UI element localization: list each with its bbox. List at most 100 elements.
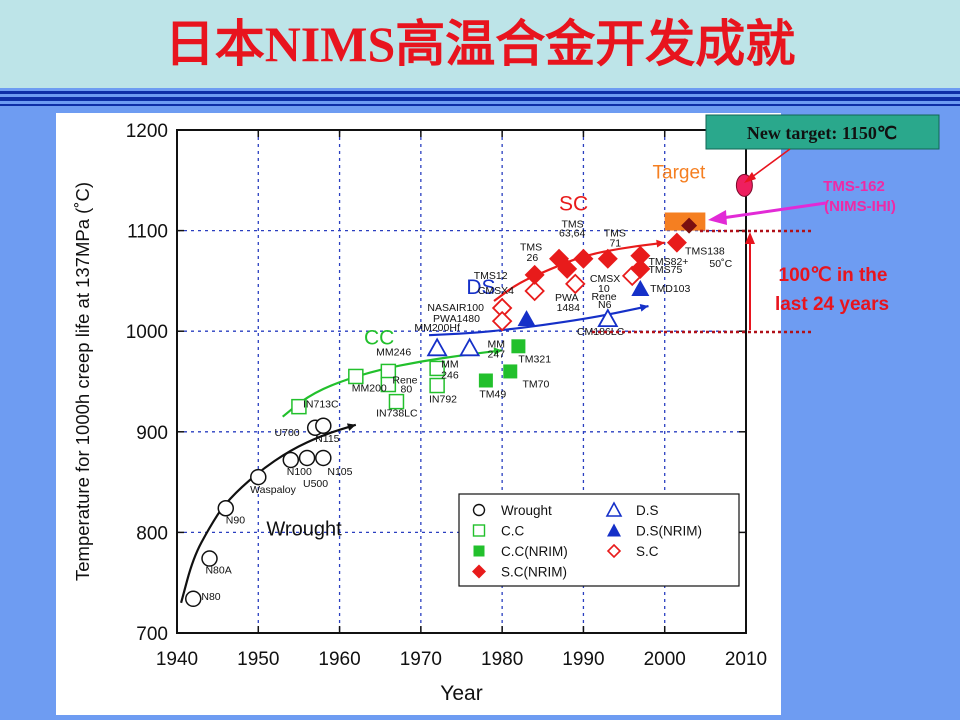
point-c-c bbox=[380, 376, 397, 393]
alloy-label: MM bbox=[441, 358, 459, 370]
x-tick-label: 2010 bbox=[725, 649, 767, 670]
legend-marker-c-c-nrim bbox=[473, 545, 485, 557]
alloy-label: MM200Hf bbox=[414, 322, 460, 334]
legend-label-s-c: S.C bbox=[636, 544, 659, 559]
alloy-label: Waspaloy bbox=[250, 484, 296, 496]
y-tick-label: 800 bbox=[136, 523, 168, 544]
x-tick-label: 1940 bbox=[156, 649, 198, 670]
point-wrought bbox=[315, 449, 332, 467]
point-new-target bbox=[735, 173, 753, 197]
legend-marker-s-c bbox=[606, 543, 622, 559]
chart-panel: 1940 1950 1960 1970 1980 1990 2000 2010 700 800 90… bbox=[56, 113, 781, 715]
alloy-label: 10 bbox=[598, 283, 610, 295]
x-tick-label: 1970 bbox=[400, 649, 442, 670]
trend-arrowhead-cc bbox=[493, 347, 503, 356]
point-d-s-nrim bbox=[517, 310, 536, 327]
alloy-label: N100 bbox=[287, 466, 312, 478]
target-label: Target bbox=[653, 162, 707, 183]
point-c-c bbox=[429, 377, 445, 394]
point-c-c bbox=[429, 360, 445, 377]
trend-arrowhead-ds bbox=[639, 303, 649, 312]
trend-arrowhead-sc bbox=[656, 239, 665, 248]
alloy-label: N6 bbox=[598, 299, 612, 311]
legend-box bbox=[458, 493, 740, 587]
legend-label-d-s-nrim: D.S(NRIM) bbox=[636, 524, 702, 539]
y-tick-label: 900 bbox=[136, 423, 168, 444]
alloy-label: 71 bbox=[609, 238, 621, 250]
point-wrought bbox=[217, 500, 235, 517]
title-rule-mid bbox=[0, 97, 960, 101]
alloy-label: PWA1480 bbox=[433, 313, 480, 325]
point-c-c bbox=[388, 393, 405, 410]
x-tick-label: 1980 bbox=[481, 649, 523, 670]
point-s-c-nrim bbox=[573, 248, 594, 269]
y-tick-label: 700 bbox=[136, 624, 168, 645]
point-c-c-nrim bbox=[478, 373, 493, 388]
creep-chart: 1940 1950 1960 1970 1980 1990 2000 2010 700 800 90… bbox=[72, 121, 767, 705]
point-s-c bbox=[565, 273, 586, 295]
point-s-c-nrim bbox=[666, 232, 687, 253]
alloy-label: 1484 bbox=[557, 302, 581, 314]
alloy-label: MM246 bbox=[376, 346, 411, 358]
point-wrought bbox=[315, 417, 332, 435]
alloy-label: TMS bbox=[561, 219, 583, 231]
curve-label-sc: SC bbox=[559, 192, 588, 215]
alloy-label: PWA bbox=[555, 292, 579, 304]
gain-label-line2: last 24 years bbox=[775, 294, 889, 315]
legend-marker-d-s-nrim bbox=[607, 523, 621, 537]
curve-label-cc: CC bbox=[364, 326, 394, 349]
title-rule-top bbox=[0, 91, 960, 94]
alloy-label: Rene bbox=[592, 291, 617, 303]
point-s-c-nrim bbox=[524, 264, 545, 285]
y-tick-label: 1100 bbox=[127, 222, 168, 243]
alloy-label: TMS12 bbox=[474, 270, 508, 282]
y-tick-label: 1000 bbox=[126, 322, 168, 343]
alloy-label: 247 bbox=[488, 348, 506, 360]
alloy-label: IN792 bbox=[429, 394, 457, 406]
point-wrought bbox=[250, 468, 267, 486]
legend-marker-c-c bbox=[472, 524, 486, 537]
alloy-label: 63,64 bbox=[559, 228, 585, 240]
alloy-label: TMS82+ bbox=[648, 256, 688, 268]
title-rule-thin bbox=[0, 104, 960, 106]
alloy-label: TM49 bbox=[479, 389, 506, 401]
alloy-label: U500 bbox=[303, 478, 328, 490]
alloy-label: 246 bbox=[441, 369, 459, 381]
gain-label-line1: 100℃ in the bbox=[779, 265, 888, 286]
alloy-label: CMSX4 bbox=[478, 285, 514, 297]
alloy-label: CMSX bbox=[590, 273, 620, 285]
point-wrought bbox=[282, 451, 300, 469]
trend-arrowhead-wrought bbox=[346, 423, 356, 431]
trend-curve-wrought bbox=[180, 423, 357, 604]
point-wrought bbox=[201, 550, 218, 567]
point-tms-162 bbox=[681, 217, 698, 234]
legend-label-s-c-nrim: S.C(NRIM) bbox=[501, 565, 567, 580]
x-tick-label: 1990 bbox=[562, 649, 604, 670]
alloy-label: U700 bbox=[275, 427, 300, 439]
point-c-c bbox=[348, 368, 364, 385]
y-tick-label: 1200 bbox=[126, 121, 168, 142]
alloy-label: 80 bbox=[401, 384, 413, 396]
alloy-label: N80 bbox=[201, 591, 220, 603]
alloy-label: TMS bbox=[520, 242, 542, 254]
point-d-s bbox=[459, 337, 481, 357]
tms162-label-line1: TMS-162 bbox=[823, 178, 885, 195]
point-wrought bbox=[298, 449, 316, 467]
curve-label-wrought: Wrought bbox=[266, 518, 342, 540]
x-axis-title: Year bbox=[440, 682, 482, 705]
alloy-label: N105 bbox=[327, 466, 352, 478]
trend-curve-ds bbox=[428, 305, 649, 337]
alloy-label: TM321 bbox=[518, 353, 551, 365]
tms162-label-line2: (NIMS-IHI) bbox=[824, 198, 896, 215]
point-d-s bbox=[597, 308, 619, 328]
point-s-c bbox=[524, 280, 545, 302]
slide-title: 日本NIMS高温合金开发成就 bbox=[164, 16, 796, 72]
point-c-c bbox=[291, 398, 307, 415]
alloy-label: MM bbox=[488, 338, 506, 350]
alloy-label: TMS bbox=[604, 228, 626, 240]
point-s-c-nrim bbox=[630, 245, 651, 266]
x-tick-label: 2000 bbox=[644, 649, 686, 670]
x-tick-label: 1950 bbox=[237, 649, 279, 670]
legend-label-d-s: D.S bbox=[636, 503, 659, 518]
alloy-label: N90 bbox=[226, 514, 245, 526]
